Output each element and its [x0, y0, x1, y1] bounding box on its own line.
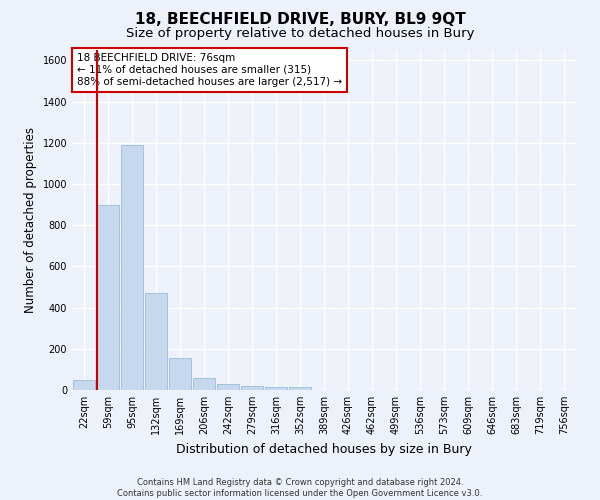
Text: 18, BEECHFIELD DRIVE, BURY, BL9 9QT: 18, BEECHFIELD DRIVE, BURY, BL9 9QT	[134, 12, 466, 28]
Bar	[265, 387, 287, 390]
Bar	[73, 380, 95, 390]
Bar	[169, 358, 191, 390]
Bar	[145, 293, 167, 390]
Bar	[193, 378, 215, 390]
X-axis label: Distribution of detached houses by size in Bury: Distribution of detached houses by size …	[176, 442, 472, 456]
Bar	[289, 387, 311, 390]
Bar	[217, 384, 239, 390]
Bar	[241, 386, 263, 390]
Bar	[121, 145, 143, 390]
Text: 18 BEECHFIELD DRIVE: 76sqm
← 11% of detached houses are smaller (315)
88% of sem: 18 BEECHFIELD DRIVE: 76sqm ← 11% of deta…	[77, 54, 342, 86]
Text: Contains HM Land Registry data © Crown copyright and database right 2024.
Contai: Contains HM Land Registry data © Crown c…	[118, 478, 482, 498]
Bar	[97, 204, 119, 390]
Y-axis label: Number of detached properties: Number of detached properties	[24, 127, 37, 313]
Text: Size of property relative to detached houses in Bury: Size of property relative to detached ho…	[126, 28, 474, 40]
